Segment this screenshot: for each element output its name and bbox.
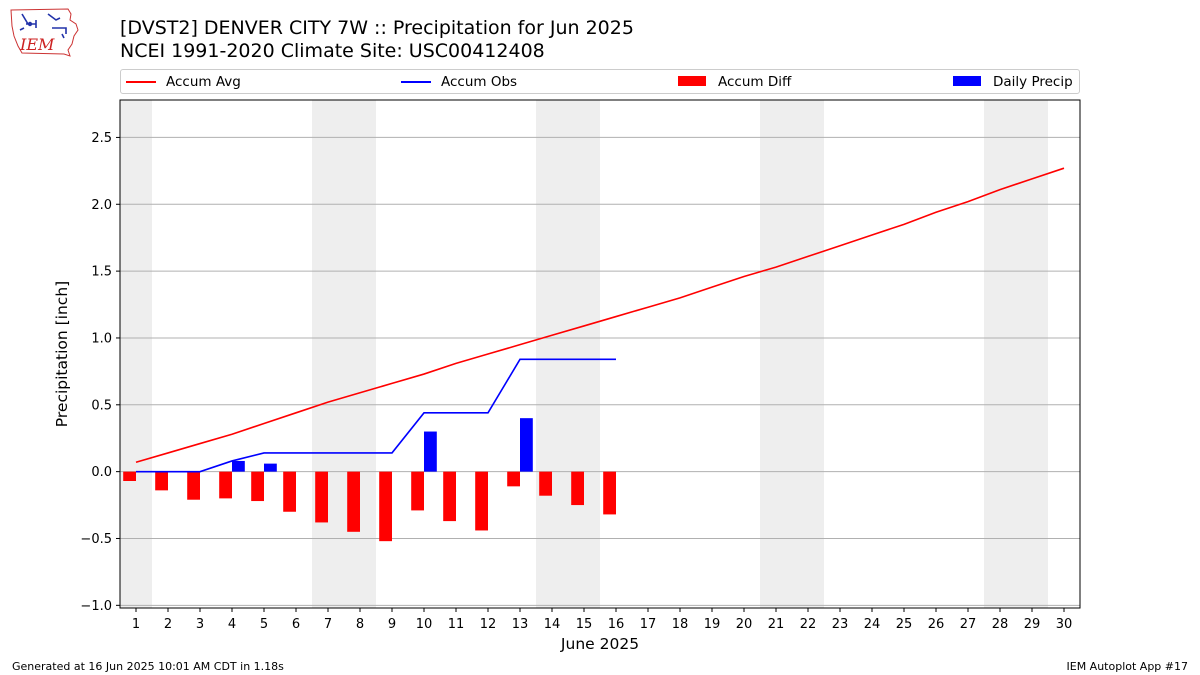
accum-diff-bar: [155, 471, 168, 491]
x-tick-label: 6: [292, 617, 300, 632]
x-tick-label: 4: [228, 617, 236, 632]
x-tick-label: 9: [388, 617, 396, 632]
y-tick-label: −1.0: [80, 599, 112, 614]
footer-app: IEM Autoplot App #17: [1066, 660, 1189, 673]
x-axis-label: June 2025: [560, 635, 639, 653]
daily-precip-bar: [264, 463, 277, 472]
iem-logo: IEM: [10, 8, 79, 57]
accum-diff-bar: [539, 471, 552, 496]
x-tick-label: 8: [356, 617, 364, 632]
weather-dot-icon: [27, 21, 33, 27]
accum-diff-bar: [283, 471, 296, 512]
x-tick-label: 28: [992, 617, 1009, 632]
x-tick-label: 26: [928, 617, 945, 632]
legend-label: Accum Diff: [718, 74, 792, 90]
y-tick-label: 2.0: [91, 198, 112, 213]
x-tick-label: 13: [512, 617, 529, 632]
accum-diff-bar: [315, 471, 328, 523]
daily-precip-bar: [232, 460, 245, 472]
x-tick-label: 23: [832, 617, 849, 632]
x-tick-label: 12: [480, 617, 497, 632]
x-tick-label: 11: [448, 617, 465, 632]
accum-diff-bar: [251, 471, 264, 502]
weekend-shading: [536, 100, 600, 608]
weekend-shading: [760, 100, 824, 608]
x-tick-label: 2: [164, 617, 172, 632]
x-tick-label: 27: [960, 617, 977, 632]
legend-swatch: [678, 76, 706, 86]
daily-precip-bar: [424, 431, 437, 472]
x-tick-label: 5: [260, 617, 268, 632]
x-tick-label: 10: [416, 617, 433, 632]
legend-label: Accum Obs: [441, 74, 518, 90]
accum-diff-bar: [379, 471, 392, 542]
accum-diff-bar: [411, 471, 424, 511]
x-tick-label: 25: [896, 617, 913, 632]
accum-diff-bar: [443, 471, 456, 522]
x-tick-label: 22: [800, 617, 817, 632]
y-axis-label: Precipitation [inch]: [53, 281, 71, 427]
accum-diff-bar: [219, 471, 232, 499]
chart-title: [DVST2] DENVER CITY 7W :: Precipitation …: [120, 17, 634, 39]
x-tick-label: 24: [864, 617, 881, 632]
x-tick-label: 20: [736, 617, 753, 632]
x-tick-label: 16: [608, 617, 625, 632]
x-tick-label: 21: [768, 617, 785, 632]
x-tick-label: 14: [544, 617, 561, 632]
x-tick-label: 19: [704, 617, 721, 632]
x-tick-label: 7: [324, 617, 332, 632]
legend-swatch: [401, 81, 431, 83]
daily-precip-bar: [520, 418, 533, 472]
chart-legend: Accum Avg Accum Obs Accum Diff Daily Pre…: [120, 69, 1080, 94]
accum-diff-bar: [187, 471, 200, 500]
x-tick-label: 3: [196, 617, 204, 632]
x-tick-label: 29: [1024, 617, 1041, 632]
x-tick-label: 17: [640, 617, 657, 632]
legend-swatch: [126, 81, 156, 83]
weekend-shading: [312, 100, 376, 608]
x-tick-label: 1: [132, 617, 140, 632]
x-tick-label: 18: [672, 617, 689, 632]
accum-diff-bar: [347, 471, 360, 532]
x-tick-label: 15: [576, 617, 593, 632]
plot-frame: [119, 99, 1081, 609]
accum-diff-bar: [603, 471, 616, 515]
accum-diff-bar: [475, 471, 488, 531]
y-tick-label: 1.5: [91, 265, 112, 280]
logo-text: IEM: [19, 35, 55, 54]
accum-diff-bar: [507, 471, 520, 487]
accum-diff-bar: [571, 471, 584, 506]
accum-diff-bar: [123, 471, 136, 481]
accum-obs-line: [136, 358, 616, 473]
y-tick-label: 2.5: [91, 131, 112, 146]
y-tick-label: 1.0: [91, 331, 112, 346]
iowa-state-outline-icon: [10, 8, 79, 57]
weekend-shading: [120, 100, 152, 608]
y-tick-label: −0.5: [80, 532, 112, 547]
legend-label: Daily Precip: [993, 74, 1073, 90]
legend-label: Accum Avg: [166, 74, 241, 90]
x-tick-label: 30: [1056, 617, 1073, 632]
y-tick-label: 0.5: [91, 398, 112, 413]
legend-swatch: [953, 76, 981, 86]
chart-subtitle: NCEI 1991-2020 Climate Site: USC00412408: [120, 40, 545, 62]
accum-avg-line: [135, 167, 1065, 464]
footer-generated: Generated at 16 Jun 2025 10:01 AM CDT in…: [12, 660, 284, 673]
y-tick-label: 0.0: [91, 465, 112, 480]
